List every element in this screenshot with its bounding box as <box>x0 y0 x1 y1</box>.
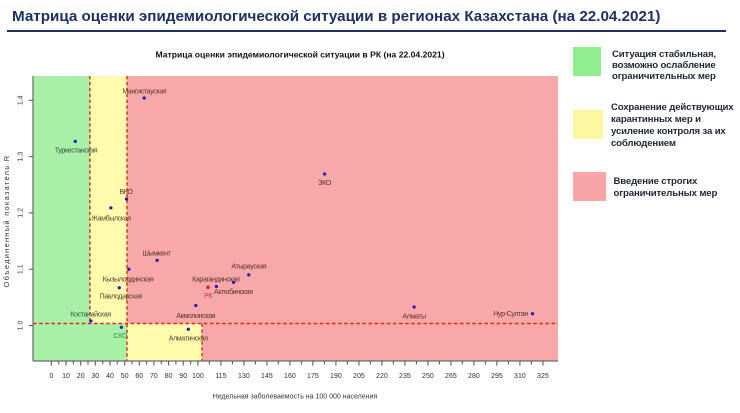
svg-text:40: 40 <box>106 373 114 380</box>
svg-text:Карагандинская: Карагандинская <box>192 276 240 284</box>
svg-text:Шымкент: Шымкент <box>142 249 171 257</box>
svg-text:1.3: 1.3 <box>18 152 25 162</box>
svg-text:Актюбинская: Актюбинская <box>214 288 253 296</box>
svg-text:Объединенный показатель R: Объединенный показатель R <box>2 155 11 288</box>
svg-text:70: 70 <box>150 373 158 380</box>
svg-text:190: 190 <box>330 373 342 380</box>
svg-text:160: 160 <box>284 373 296 380</box>
svg-text:РК: РК <box>204 292 213 300</box>
svg-text:Павлодарская: Павлодарская <box>100 293 143 301</box>
svg-text:20: 20 <box>77 373 85 380</box>
svg-text:50: 50 <box>121 373 129 380</box>
svg-text:250: 250 <box>422 373 434 380</box>
svg-text:265: 265 <box>445 373 457 380</box>
svg-text:130: 130 <box>238 373 250 380</box>
svg-text:Кызылординская: Кызылординская <box>103 275 154 283</box>
svg-text:1.1: 1.1 <box>18 264 25 274</box>
svg-text:СКО: СКО <box>113 332 127 340</box>
svg-text:90: 90 <box>179 373 187 380</box>
svg-text:Жамбылская: Жамбылская <box>91 215 131 223</box>
svg-text:ВКО: ВКО <box>119 188 133 196</box>
svg-text:Акмолинская: Акмолинская <box>176 312 215 320</box>
svg-text:0: 0 <box>49 373 53 380</box>
svg-text:80: 80 <box>165 373 173 380</box>
svg-text:280: 280 <box>468 373 480 380</box>
svg-text:Мангистауская: Мангистауская <box>122 87 166 95</box>
svg-text:Костанайская: Костанайская <box>70 310 111 318</box>
svg-text:Алматинская: Алматинская <box>169 334 208 342</box>
svg-text:115: 115 <box>215 373 226 380</box>
svg-text:220: 220 <box>376 373 388 380</box>
svg-text:ЗКО: ЗКО <box>318 179 332 187</box>
svg-text:Атырауская: Атырауская <box>231 262 266 270</box>
svg-text:325: 325 <box>537 373 549 380</box>
svg-text:1.2: 1.2 <box>18 208 25 218</box>
svg-text:Алматы: Алматы <box>402 313 426 321</box>
svg-text:205: 205 <box>353 373 365 380</box>
svg-text:Туркестанская: Туркестанская <box>55 146 98 154</box>
svg-text:10: 10 <box>62 373 70 380</box>
svg-text:Матрица оценки эпидемиологичес: Матрица оценки эпидемиологической ситуац… <box>155 50 444 60</box>
svg-text:30: 30 <box>91 373 99 380</box>
svg-text:145: 145 <box>261 373 273 380</box>
svg-text:1.0: 1.0 <box>18 321 25 331</box>
svg-text:175: 175 <box>307 373 319 380</box>
svg-text:60: 60 <box>135 373 143 380</box>
svg-text:Недельная заболеваемость на 10: Недельная заболеваемость на 100 000 насе… <box>213 393 378 401</box>
svg-text:1.4: 1.4 <box>18 95 25 105</box>
svg-text:235: 235 <box>399 373 411 380</box>
svg-text:100: 100 <box>192 373 204 380</box>
svg-text:295: 295 <box>491 373 503 380</box>
svg-text:Нур-Султан: Нур-Султан <box>493 310 528 318</box>
svg-text:310: 310 <box>514 373 526 380</box>
